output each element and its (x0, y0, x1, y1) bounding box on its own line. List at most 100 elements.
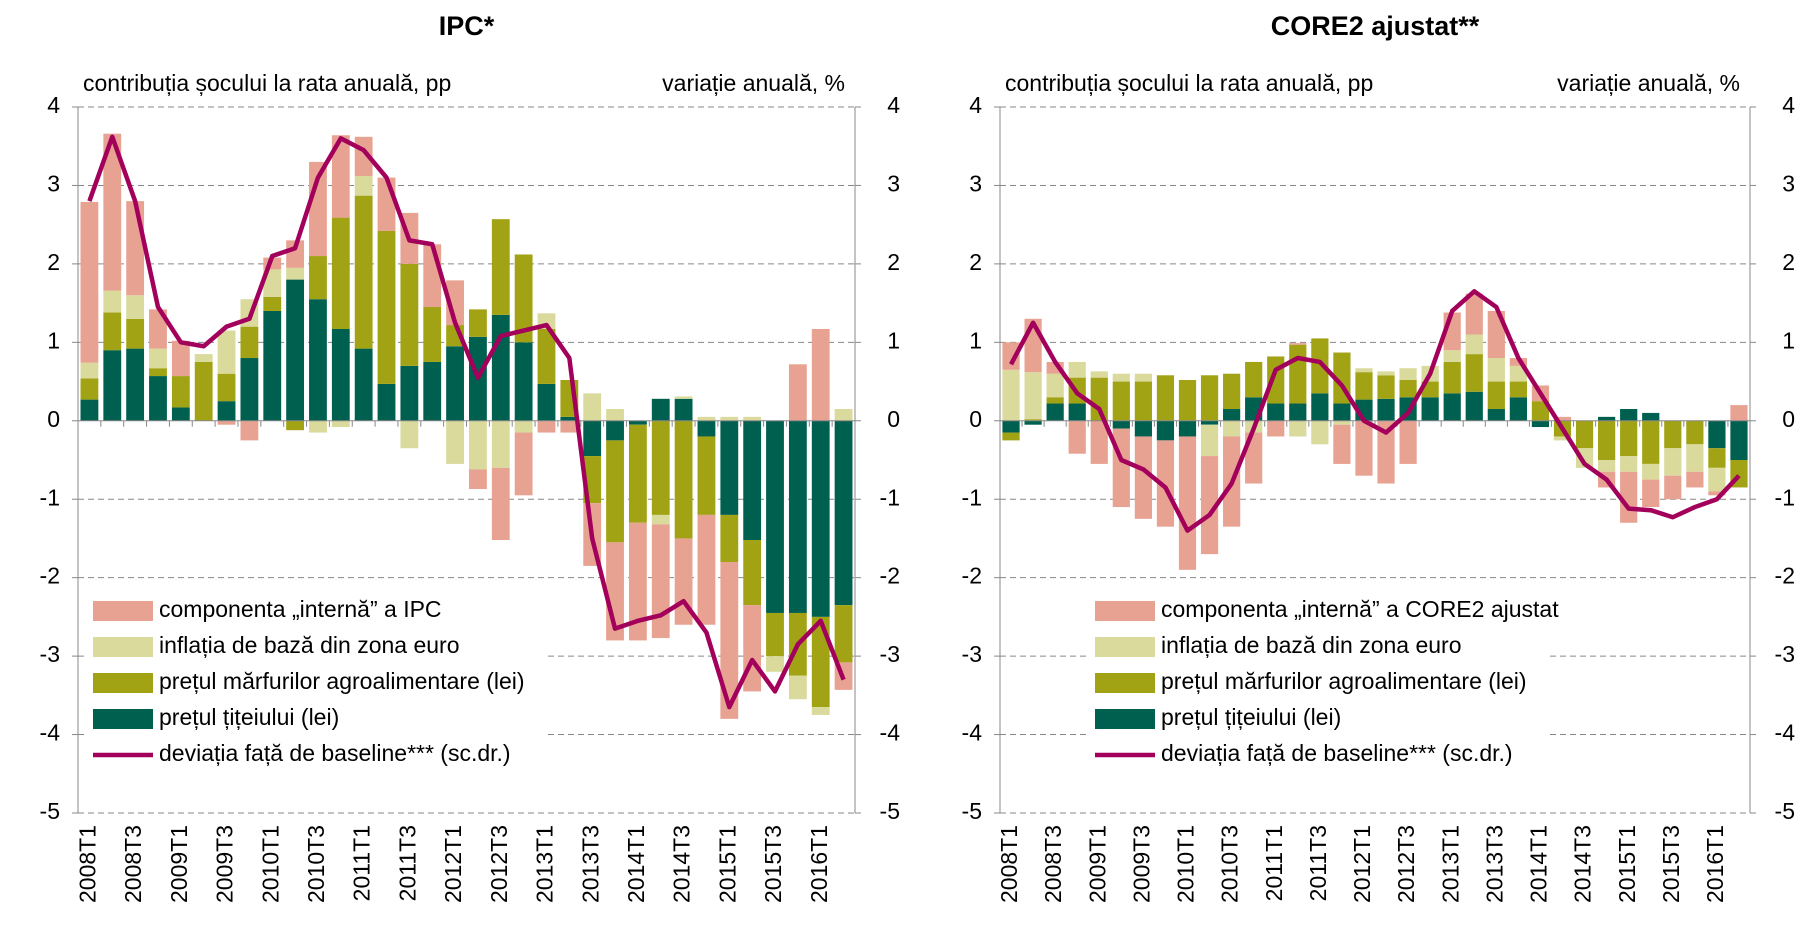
legend-bg (87, 587, 547, 771)
chart-title: CORE2 ajustat** (1271, 11, 1480, 41)
bar (1443, 361, 1461, 394)
bar (743, 540, 762, 606)
bar (149, 309, 167, 349)
bar (263, 310, 282, 421)
bar (1642, 463, 1660, 480)
panel: IPC* contribuția șocului la rata anuală, … (40, 11, 901, 903)
y-tick-label: -1 (962, 484, 982, 510)
bar (1355, 368, 1373, 373)
bar (1046, 403, 1064, 421)
bar (446, 346, 464, 421)
y2-tick-label: 0 (887, 406, 900, 432)
bar (1399, 379, 1417, 398)
bar (1620, 456, 1638, 472)
bar (1289, 343, 1307, 345)
bar (1156, 420, 1175, 441)
y-axis-label: contribuția șocului la rata anuală, pp (1005, 70, 1373, 96)
bar (1024, 372, 1042, 420)
bar (1620, 420, 1638, 457)
x-tick-label: 2011T3 (394, 825, 420, 901)
bar (1333, 403, 1351, 421)
bar (720, 561, 739, 719)
y-tick-label: -3 (962, 641, 982, 667)
bar (1311, 338, 1329, 394)
bar (1708, 448, 1726, 468)
bar (1024, 420, 1042, 425)
bar (309, 256, 327, 300)
bar (1046, 397, 1064, 404)
bar (491, 314, 510, 421)
bar (1112, 420, 1130, 429)
bar (628, 420, 647, 425)
legend-label: inflația de bază din zona euro (1161, 632, 1462, 658)
x-tick-label: 2013T1 (1437, 825, 1463, 903)
bar (354, 348, 373, 421)
bar (1465, 293, 1483, 335)
bar (331, 328, 350, 421)
bar (80, 362, 99, 379)
bar (217, 420, 236, 425)
legend-label: componenta „internă” a CORE2 ajustat (1161, 596, 1559, 622)
bar (423, 244, 442, 308)
bar (1553, 436, 1572, 441)
x-tick-label: 2012T3 (486, 825, 512, 903)
line (1009, 289, 1741, 533)
y-tick-label: -5 (40, 798, 60, 824)
y-tick-label: -2 (962, 563, 982, 589)
bar (469, 420, 487, 470)
bar (1377, 398, 1395, 421)
bar (1686, 420, 1704, 445)
bar (1289, 420, 1307, 437)
x-tick-label: 2009T3 (212, 825, 238, 903)
bar (149, 376, 167, 421)
bar (80, 399, 99, 421)
bar (1531, 401, 1550, 421)
bar (171, 340, 190, 377)
y2-tick-label: -4 (880, 720, 901, 746)
bar (514, 254, 533, 343)
bar (491, 420, 510, 468)
x-tick-label: 2008T1 (996, 825, 1022, 903)
bar (560, 416, 579, 421)
bar (1598, 420, 1616, 460)
legend-swatch (1095, 709, 1155, 729)
bar (697, 514, 716, 625)
x-tick-label: 2012T1 (440, 825, 466, 903)
bar (1598, 460, 1616, 472)
y-tick-label: 2 (969, 249, 982, 275)
x-tick-label: 2011T3 (1305, 825, 1331, 901)
y2-tick-label: -5 (880, 798, 900, 824)
x-tick-label: 2010T1 (257, 825, 283, 903)
bar (1686, 471, 1704, 488)
chart-title: IPC* (439, 11, 495, 41)
y2-axis-label: variație anuală, % (1557, 70, 1740, 96)
bar (1002, 420, 1020, 433)
y-tick-label: 0 (969, 406, 982, 432)
bar (674, 396, 693, 399)
bar (1090, 420, 1108, 464)
bar (583, 420, 602, 457)
bar (400, 365, 419, 421)
bar (1223, 409, 1241, 421)
y2-tick-label: -1 (880, 484, 900, 510)
bar (1223, 373, 1241, 410)
bar (1068, 420, 1086, 454)
bar (1002, 342, 1020, 370)
bar (1377, 375, 1395, 399)
x-tick-label: 2013T3 (577, 825, 603, 903)
bar (720, 514, 739, 562)
y-tick-label: 1 (969, 327, 982, 353)
x-tick-label: 2009T3 (1128, 825, 1154, 903)
legend-swatch (93, 601, 153, 621)
y2-tick-label: 1 (887, 327, 900, 353)
bar (331, 135, 350, 218)
bar (103, 133, 122, 291)
y2-tick-label: 2 (887, 249, 900, 275)
bar (811, 616, 830, 708)
x-tick-label: 2010T3 (303, 825, 329, 903)
legend-swatch (1095, 637, 1155, 657)
bar (697, 436, 716, 515)
bar (469, 469, 487, 490)
legend-label: prețul mărfurilor agroalimentare (lei) (159, 668, 525, 694)
y-tick-label: -3 (40, 641, 60, 667)
